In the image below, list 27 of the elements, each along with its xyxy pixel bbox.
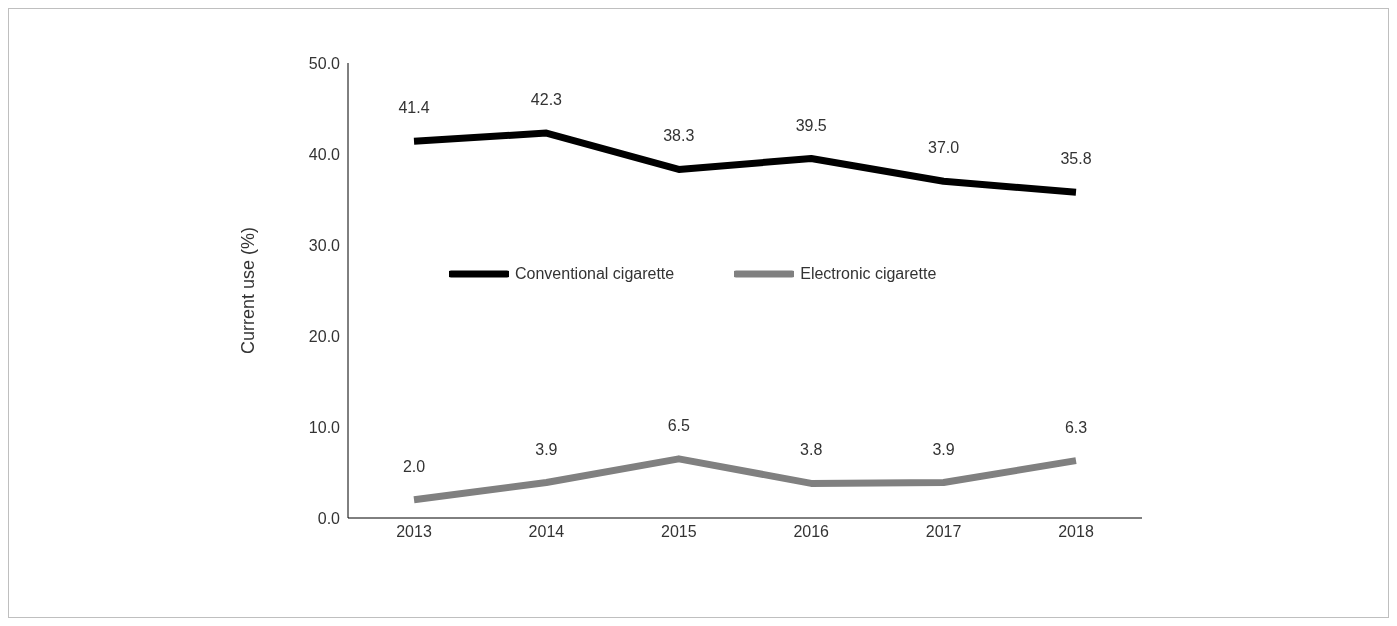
x-tick-label: 2018	[1058, 523, 1094, 541]
x-tick-label: 2017	[925, 523, 962, 541]
data-label: 3.9	[535, 440, 558, 458]
data-label: 35.8	[1060, 150, 1092, 168]
y-tick-label: 50.0	[308, 54, 341, 72]
x-tick-label: 2013	[396, 523, 432, 541]
data-label: 2.0	[402, 457, 426, 475]
x-tick-label: 2014	[528, 523, 565, 541]
y-tick-label: 10.0	[308, 418, 341, 436]
data-label: 42.3	[530, 91, 563, 109]
legend-label: Electronic cigarette	[800, 265, 937, 283]
legend-label: Conventional cigarette	[515, 265, 675, 283]
x-tick-label: 2016	[793, 523, 830, 541]
x-tick-label: 2015	[661, 523, 697, 541]
y-tick-label: 40.0	[308, 145, 341, 163]
data-label: 6.5	[667, 416, 691, 434]
y-tick-label: 20.0	[308, 327, 341, 345]
y-tick-label: 0.0	[317, 509, 341, 527]
data-label: 6.3	[1064, 418, 1088, 436]
y-tick-label: 30.0	[308, 236, 341, 254]
data-label: 38.3	[663, 127, 695, 145]
data-label: 37.0	[928, 139, 960, 157]
data-label: 41.4	[398, 99, 430, 117]
y-axis-title: Current use (%)	[238, 226, 259, 355]
data-label: 39.5	[795, 116, 827, 134]
data-label: 3.8	[800, 441, 823, 459]
data-label: 3.9	[932, 440, 955, 458]
